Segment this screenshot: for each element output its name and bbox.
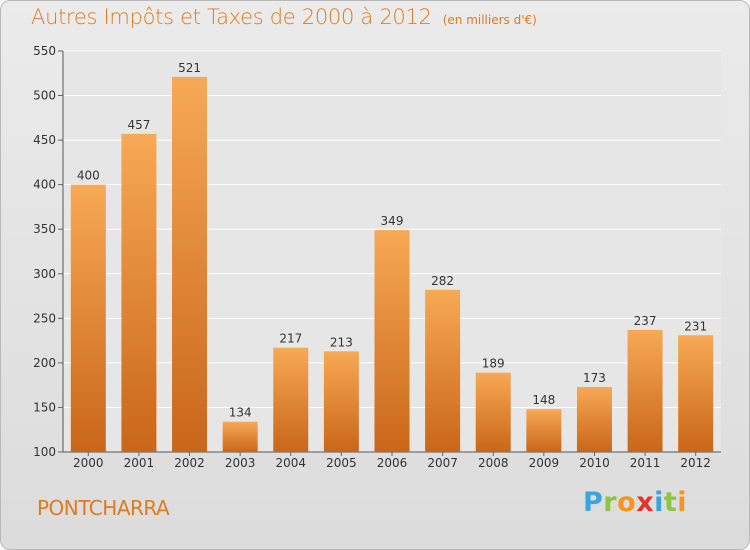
x-tick-label: 2009	[529, 456, 560, 470]
data-label: 173	[583, 371, 606, 385]
data-label: 400	[77, 169, 100, 183]
y-tick-label: 400	[33, 178, 56, 192]
x-tick-label: 2012	[680, 456, 711, 470]
town-name: PONTCHARRA	[37, 496, 170, 520]
proxiti-logo: Proxiti	[583, 487, 687, 518]
x-tick-label: 2010	[579, 456, 610, 470]
logo-letter: r	[603, 487, 618, 518]
data-label: 189	[482, 357, 505, 371]
x-tick-label: 2002	[174, 456, 205, 470]
bar	[273, 347, 309, 452]
y-tick-label: 250	[33, 311, 56, 325]
data-label: 231	[684, 319, 707, 333]
x-tick-label: 2003	[225, 456, 256, 470]
x-tick-label: 2006	[377, 456, 408, 470]
x-tick-label: 2007	[427, 456, 458, 470]
data-label: 457	[127, 118, 150, 132]
bar	[425, 289, 461, 452]
bar	[627, 329, 663, 452]
x-tick-label: 2005	[326, 456, 357, 470]
y-tick-label: 200	[33, 356, 56, 370]
logo-letter: x	[636, 487, 655, 518]
y-tick-label: 550	[33, 44, 56, 58]
data-label: 134	[229, 406, 252, 420]
bar	[576, 386, 612, 452]
logo-letter: i	[677, 487, 688, 518]
chart-unit-note: (en milliers d'€)	[442, 13, 537, 27]
y-tick-label: 350	[33, 222, 56, 236]
y-tick-label: 500	[33, 89, 56, 103]
data-label: 282	[431, 274, 454, 288]
x-tick-label: 2008	[478, 456, 509, 470]
chart-title: Autres Impôts et Taxes de 2000 à 2012	[31, 5, 432, 29]
y-tick-label: 150	[33, 400, 56, 414]
y-tick-label: 100	[33, 445, 56, 459]
bar	[374, 230, 410, 452]
data-label: 237	[634, 314, 657, 328]
x-tick-label: 2001	[124, 456, 155, 470]
x-tick-label: 2000	[73, 456, 104, 470]
x-tick-label: 2004	[275, 456, 306, 470]
data-label: 349	[381, 214, 404, 228]
data-label: 148	[532, 393, 555, 407]
logo-letter: o	[617, 487, 637, 518]
logo-letter: t	[663, 487, 678, 518]
bar	[526, 409, 562, 452]
bar	[70, 184, 106, 452]
bar	[323, 351, 359, 452]
data-label: 521	[178, 61, 201, 75]
y-tick-label: 450	[33, 133, 56, 147]
logo-letter: P	[583, 487, 604, 518]
chart-title-block: Autres Impôts et Taxes de 2000 à 2012 (e…	[31, 5, 537, 29]
data-label: 213	[330, 335, 353, 349]
x-tick-label: 2011	[630, 456, 661, 470]
data-label: 217	[279, 332, 302, 346]
bar	[222, 421, 258, 452]
bar	[121, 133, 157, 452]
logo-letter: i	[654, 487, 664, 518]
y-tick-label: 300	[33, 267, 56, 281]
bar	[172, 76, 208, 452]
bar	[475, 372, 511, 452]
bar	[678, 335, 714, 452]
